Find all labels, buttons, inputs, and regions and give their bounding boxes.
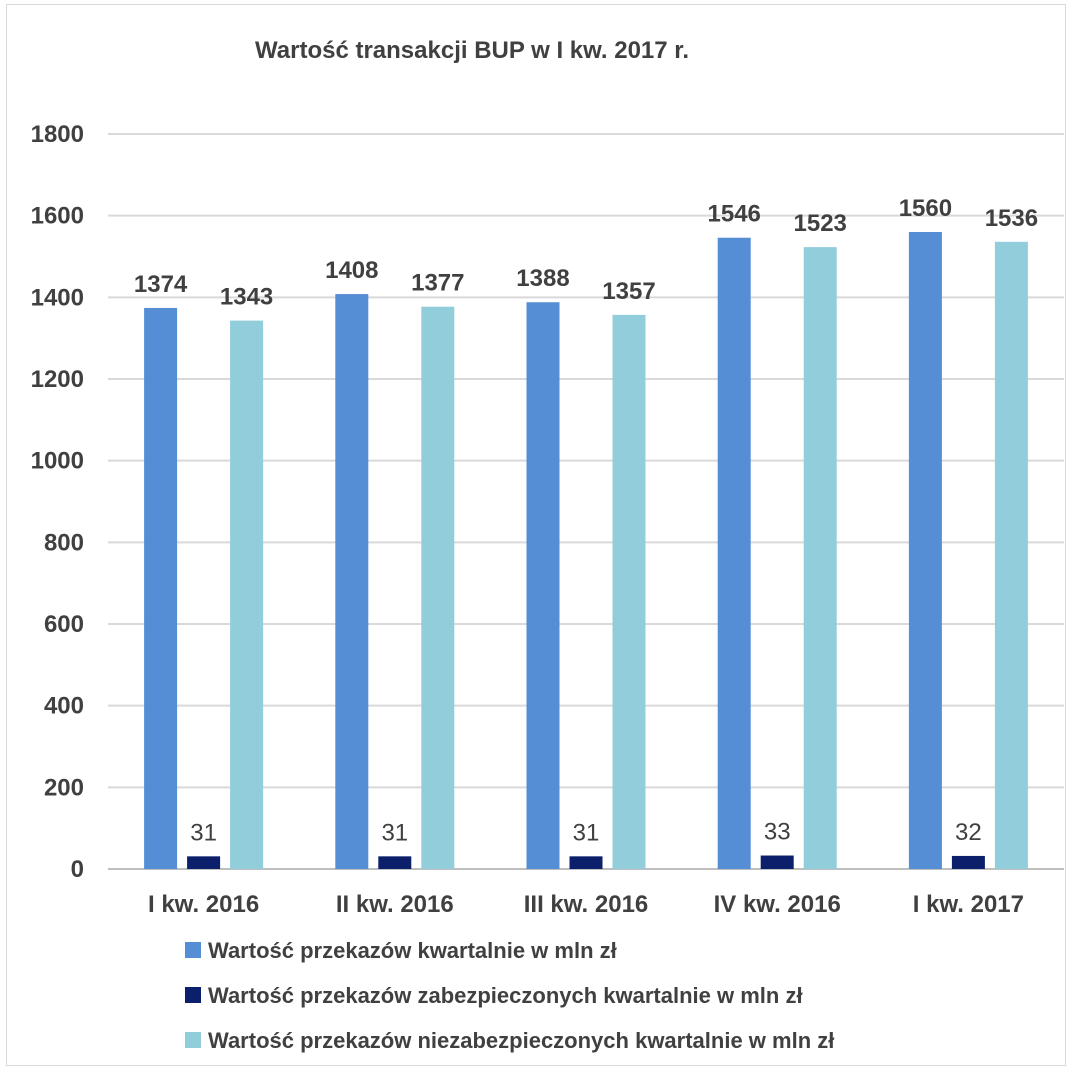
y-tick-label: 800 [44, 529, 84, 556]
y-tick-label: 1800 [31, 121, 84, 148]
data-label: 1357 [602, 278, 655, 305]
bars [144, 232, 1028, 869]
data-label: 1560 [899, 195, 952, 222]
y-axis: 0 200 400 600 800 1000 1200 1400 1600 1800 [31, 121, 84, 883]
bar-series-3 [613, 315, 646, 869]
y-tick-label: 400 [44, 693, 84, 720]
y-tick-label: 0 [71, 856, 84, 883]
bar-series-2 [570, 856, 603, 869]
data-labels: 1374 31 1343 1408 31 1377 1388 31 1357 1546 33 1523… [134, 195, 1038, 846]
data-label: 1523 [794, 210, 847, 237]
data-label: 33 [764, 819, 791, 846]
bar-series-1 [527, 302, 560, 869]
bar-series-1 [718, 238, 751, 869]
x-tick-label: I kw. 2017 [913, 891, 1024, 918]
chart-title: Wartość transakcji BUP w I kw. 2017 r. [255, 37, 689, 64]
bar-series-1 [144, 308, 177, 869]
bar-series-2 [761, 856, 794, 869]
y-tick-label: 600 [44, 611, 84, 638]
data-label: 31 [381, 819, 408, 846]
legend-entry: Wartość przekazów niezabezpieczonych kwa… [208, 1028, 834, 1053]
legend-swatch [185, 987, 201, 1003]
legend-entry: Wartość przekazów kwartalnie w mln zł [208, 938, 617, 963]
x-tick-label: III kw. 2016 [524, 891, 649, 918]
bar-series-3 [421, 307, 454, 869]
y-tick-label: 200 [44, 774, 84, 801]
data-label: 1546 [708, 201, 761, 228]
legend-swatch [185, 1032, 201, 1048]
x-tick-label: I kw. 2016 [148, 891, 259, 918]
y-tick-label: 1400 [31, 284, 84, 311]
data-label: 1343 [220, 284, 273, 311]
data-label: 31 [573, 819, 600, 846]
data-label: 1388 [516, 265, 569, 292]
x-axis: I kw. 2016 II kw. 2016 III kw. 2016 IV kw. … [148, 891, 1024, 918]
legend-entry: Wartość przekazów zabezpieczonych kwarta… [208, 983, 803, 1008]
bar-series-2 [378, 856, 411, 869]
data-label: 1377 [411, 270, 464, 297]
bar-series-1 [909, 232, 942, 869]
x-tick-label: II kw. 2016 [336, 891, 454, 918]
y-tick-label: 1600 [31, 203, 84, 230]
data-label: 1374 [134, 271, 188, 298]
data-label: 32 [955, 819, 982, 846]
bar-series-1 [335, 294, 368, 869]
bar-series-3 [804, 247, 837, 869]
bar-series-3 [995, 242, 1028, 869]
bar-series-2 [952, 856, 985, 869]
y-tick-label: 1000 [31, 448, 84, 475]
x-tick-label: IV kw. 2016 [714, 891, 841, 918]
bar-series-2 [187, 856, 220, 869]
bar-series-3 [230, 321, 263, 869]
data-label: 31 [190, 819, 217, 846]
data-label: 1408 [325, 257, 378, 284]
data-label: 1536 [985, 205, 1038, 232]
legend-swatch [185, 942, 201, 958]
legend: Wartość przekazów kwartalnie w mln zł War… [185, 938, 834, 1053]
y-tick-label: 1200 [31, 366, 84, 393]
